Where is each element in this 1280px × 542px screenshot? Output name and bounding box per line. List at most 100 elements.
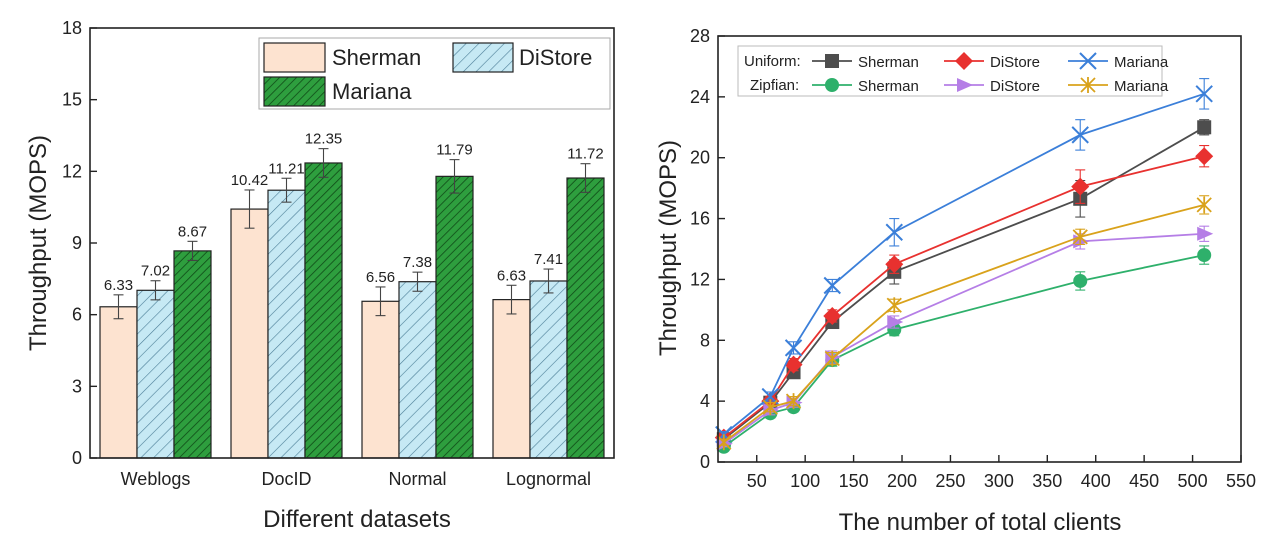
point-zipfian-mariana bbox=[716, 434, 732, 451]
bar-x-tick-label-weblogs: Weblogs bbox=[121, 469, 191, 489]
line-legend-items: Sherman DiStore Mariana Sherman DiStore Maria… bbox=[812, 52, 1169, 95]
bar-y-tick-label: 15 bbox=[62, 90, 82, 110]
marker-x-stroke bbox=[784, 339, 803, 357]
line-x-tick-label: 500 bbox=[1178, 471, 1208, 491]
bar-legend: Sherman DiStore Mariana bbox=[258, 37, 611, 110]
marker-x-stroke bbox=[885, 223, 903, 241]
marker-triangle bbox=[957, 78, 973, 92]
bar-mariana-normal bbox=[435, 175, 474, 459]
marker-circle bbox=[1197, 248, 1212, 263]
marker-diamond bbox=[823, 306, 842, 325]
marker-triangle bbox=[763, 403, 780, 418]
bar-y-tick-label: 18 bbox=[62, 18, 82, 38]
legend-label-mariana: Mariana bbox=[332, 79, 412, 104]
point-uniform-mariana bbox=[1195, 85, 1213, 103]
bar-x-tick-label-lognormal: Lognormal bbox=[506, 469, 591, 489]
legend-group-zipfian: Zipfian: bbox=[750, 77, 799, 94]
marker-diamond bbox=[784, 355, 803, 374]
line-axis-ticks: 0 4 8 12 16 20 24 28 50 100 150 200 250 300 350 400 450 5… bbox=[690, 26, 1256, 491]
bar-mariana-lognormal bbox=[566, 177, 605, 459]
line-x-tick-label: 200 bbox=[887, 471, 917, 491]
legend-label-uniform-mariana: Mariana bbox=[1114, 54, 1169, 71]
point-zipfian-mariana bbox=[785, 393, 802, 410]
legend-marker-uniform-distore bbox=[955, 52, 973, 70]
bar-mariana-weblogs bbox=[173, 250, 212, 459]
marker-diamond bbox=[955, 52, 973, 70]
line-chart: 0 4 8 12 16 20 24 28 50 100 150 200 250 300 350 400 450 5… bbox=[655, 26, 1256, 536]
point-uniform-distore bbox=[1071, 177, 1090, 196]
legend-marker-uniform-sherman bbox=[825, 54, 839, 68]
point-zipfian-sherman bbox=[1197, 248, 1212, 263]
data-label-distore-lognormal: 7.41 bbox=[534, 251, 563, 268]
bar-distore-normal bbox=[398, 281, 437, 459]
bar-y-axis-title: Throughput (MOPS) bbox=[25, 135, 52, 351]
line-y-tick-label: 0 bbox=[700, 452, 710, 472]
point-uniform-mariana bbox=[885, 223, 903, 241]
bar-sherman-lognormal bbox=[492, 299, 531, 459]
line-y-tick-label: 16 bbox=[690, 209, 710, 229]
bar-x-axis-title: Different datasets bbox=[263, 506, 451, 533]
legend-marker-zipfian-mariana bbox=[1080, 77, 1096, 93]
point-zipfian-mariana bbox=[1196, 196, 1212, 213]
point-uniform-distore bbox=[885, 255, 904, 274]
legend-marker-zipfian-sherman bbox=[825, 78, 839, 92]
bar-distore-weblogs bbox=[136, 289, 175, 459]
line-y-tick-label: 24 bbox=[690, 87, 710, 107]
point-zipfian-mariana bbox=[762, 399, 778, 416]
bar-x-tick-label-normal: Normal bbox=[388, 469, 446, 489]
bar-distore-lognormal bbox=[529, 280, 568, 459]
line-uniform-distore bbox=[723, 155, 1205, 439]
point-zipfian-mariana bbox=[824, 350, 840, 367]
legend-label-zipfian-sherman: Sherman bbox=[858, 78, 919, 95]
point-uniform-mariana bbox=[823, 276, 841, 295]
line-marks bbox=[714, 78, 1214, 454]
data-label-mariana-lognormal: 11.72 bbox=[567, 146, 603, 163]
line-x-axis-title: The number of total clients bbox=[839, 509, 1122, 536]
marker-diamond bbox=[1071, 177, 1090, 196]
data-label-mariana-docid: 12.35 bbox=[305, 131, 343, 148]
marker-x-stroke bbox=[1195, 85, 1213, 103]
data-label-sherman-docid: 10.42 bbox=[231, 172, 269, 189]
point-zipfian-distore bbox=[1197, 226, 1214, 241]
point-zipfian-mariana bbox=[886, 297, 902, 314]
line-legend-box bbox=[737, 45, 1163, 97]
line-y-tick-label: 8 bbox=[700, 330, 710, 350]
point-zipfian-distore bbox=[763, 403, 780, 418]
line-uniform-mariana bbox=[723, 92, 1205, 436]
bar-chart: 0 3 6 9 12 15 18 Weblogs DocID Normal Lognormal 6.… bbox=[25, 18, 615, 533]
line-x-tick-label: 400 bbox=[1081, 471, 1111, 491]
line-y-tick-label: 28 bbox=[690, 26, 710, 46]
line-x-tick-label: 450 bbox=[1129, 471, 1159, 491]
legend-marker-uniform-mariana bbox=[1079, 52, 1097, 70]
data-label-sherman-normal: 6.56 bbox=[366, 269, 395, 286]
line-x-tick-label: 250 bbox=[935, 471, 965, 491]
bar-y-tick-label: 3 bbox=[72, 376, 82, 396]
bar-y-tick-label: 12 bbox=[62, 161, 82, 181]
legend-label-zipfian-mariana: Mariana bbox=[1114, 78, 1169, 95]
bar-sherman-normal bbox=[361, 300, 400, 459]
data-label-mariana-weblogs: 8.67 bbox=[178, 223, 207, 240]
line-y-tick-label: 20 bbox=[690, 148, 710, 168]
legend-swatch-sherman bbox=[263, 42, 326, 73]
line-x-tick-label: 150 bbox=[839, 471, 869, 491]
line-x-tick-label: 350 bbox=[1032, 471, 1062, 491]
bar-distore-docid bbox=[267, 189, 306, 459]
bar-sherman-docid bbox=[230, 208, 269, 459]
bar-y-tick-label: 0 bbox=[72, 448, 82, 468]
data-label-sherman-lognormal: 6.63 bbox=[497, 267, 526, 284]
marker-x-stroke bbox=[823, 276, 841, 295]
legend-swatch-distore bbox=[452, 42, 514, 73]
point-uniform-sherman bbox=[1197, 120, 1212, 135]
marker-diamond bbox=[885, 255, 904, 274]
legend-label-distore: DiStore bbox=[519, 45, 592, 70]
data-label-distore-normal: 7.38 bbox=[403, 254, 432, 271]
data-label-distore-weblogs: 7.02 bbox=[141, 263, 170, 280]
marker-square bbox=[825, 54, 839, 68]
legend-label-uniform-distore: DiStore bbox=[990, 54, 1040, 71]
bar-y-tick-label: 6 bbox=[72, 305, 82, 325]
legend-label-zipfian-distore: DiStore bbox=[990, 78, 1040, 95]
bar-plot-frame bbox=[89, 27, 615, 459]
legend-marker-zipfian-distore bbox=[957, 78, 973, 92]
bar-y-axis-ticks: 0 3 6 9 12 15 18 Weblogs DocID Normal Lognormal bbox=[62, 18, 591, 489]
